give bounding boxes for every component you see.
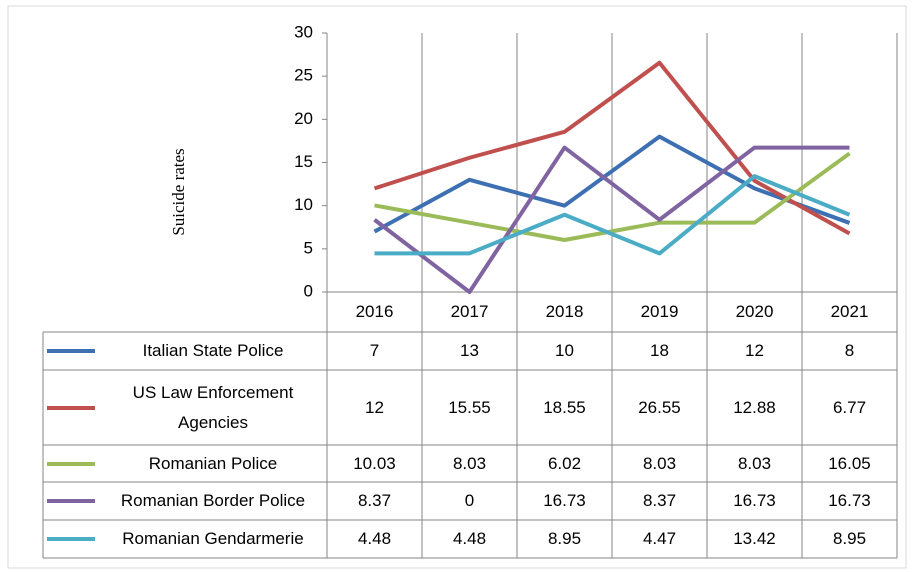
table-value: 15.55 bbox=[448, 397, 491, 417]
table-value: 8.37 bbox=[642, 491, 677, 510]
legend-key bbox=[47, 405, 95, 410]
legend-label: Romanian Border Police bbox=[120, 491, 306, 510]
series-line bbox=[373, 60, 851, 236]
table-value: 4.47 bbox=[642, 529, 677, 548]
table-value: 12 bbox=[745, 341, 764, 360]
series-line bbox=[373, 145, 850, 294]
series-line bbox=[374, 174, 851, 256]
chart-border bbox=[7, 5, 907, 569]
table-value: 12.88 bbox=[733, 397, 776, 417]
legend-label: Romanian Gendarmerie bbox=[122, 529, 304, 548]
table-value: 8.03 bbox=[737, 453, 772, 473]
series-line bbox=[373, 134, 851, 234]
legend-key bbox=[47, 499, 95, 503]
x-tick-label: 2017 bbox=[450, 302, 489, 321]
table-value: 13 bbox=[460, 341, 479, 360]
series-line bbox=[374, 151, 851, 243]
x-tick-label: 2021 bbox=[830, 302, 869, 321]
x-tick-label: 2016 bbox=[355, 302, 394, 321]
table-value: 8.95 bbox=[547, 529, 582, 548]
table-value: 6.77 bbox=[832, 397, 867, 417]
table-value: 10 bbox=[555, 341, 574, 360]
legend-entry: Italian State Police bbox=[43, 332, 327, 370]
y-tick-label: 10 bbox=[294, 195, 313, 214]
table-value: 4.48 bbox=[357, 529, 392, 548]
legend-entry: Romanian Police bbox=[43, 445, 327, 482]
table-value: 0 bbox=[464, 491, 475, 510]
table-value: 6.02 bbox=[547, 453, 582, 473]
table-value: 7 bbox=[369, 341, 380, 360]
table-value: 8 bbox=[844, 341, 855, 360]
y-axis-label: Suicide rates bbox=[169, 148, 188, 235]
legend-entry: Romanian Border Police bbox=[43, 482, 327, 520]
legend-key bbox=[47, 461, 95, 466]
table-value: 16.73 bbox=[543, 491, 586, 510]
table-value: 12 bbox=[365, 397, 384, 417]
table-value: 4.48 bbox=[452, 529, 487, 548]
table-value: 8.37 bbox=[357, 491, 392, 510]
legend-label: US Law Enforcement Agencies bbox=[132, 382, 294, 432]
table-value: 8.95 bbox=[832, 529, 867, 548]
y-tick-label: 15 bbox=[294, 152, 313, 171]
x-tick-label: 2019 bbox=[640, 302, 679, 321]
table-value: 16.73 bbox=[733, 491, 776, 510]
x-tick-label: 2018 bbox=[545, 302, 584, 321]
legend-key bbox=[47, 537, 95, 541]
y-tick-label: 5 bbox=[304, 238, 313, 257]
legend-label: Romanian Police bbox=[148, 453, 278, 473]
legend-label: Italian State Police bbox=[142, 341, 284, 360]
y-tick-label: 30 bbox=[294, 22, 313, 41]
table-value: 26.55 bbox=[638, 397, 681, 417]
table-value: 8.03 bbox=[452, 453, 487, 473]
table-value: 10.03 bbox=[353, 453, 396, 473]
y-tick-label: 20 bbox=[294, 109, 313, 128]
table-value: 18 bbox=[650, 341, 669, 360]
table-value: 18.55 bbox=[543, 397, 586, 417]
y-tick-label: 25 bbox=[294, 66, 313, 85]
y-tick-label: 0 bbox=[304, 281, 313, 300]
legend-entry: Romanian Gendarmerie bbox=[43, 520, 327, 558]
legend-entry: US Law Enforcement Agencies bbox=[43, 370, 327, 445]
table-value: 16.73 bbox=[828, 491, 871, 510]
legend-key bbox=[47, 349, 95, 353]
x-tick-label: 2020 bbox=[735, 302, 774, 321]
table-value: 13.42 bbox=[733, 529, 776, 548]
table-value: 16.05 bbox=[828, 453, 871, 473]
table-value: 8.03 bbox=[642, 453, 677, 473]
